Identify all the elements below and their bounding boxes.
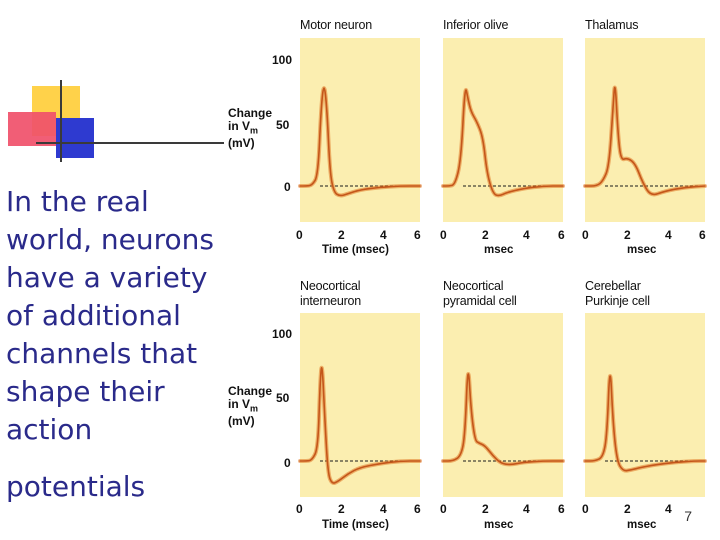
y-tick-label: 100 [272,327,293,341]
x-tick-label: 4 [665,228,672,242]
panel-title: Neocortical interneuron [300,279,362,308]
panel-background [443,313,563,497]
y-tick-label: 0 [284,180,291,194]
chart-neocortical-interneuron [298,313,422,497]
body-text: In the real world, neurons have a variet… [6,185,214,446]
x-tick-label: 2 [482,228,489,242]
x-tick-label: 2 [482,502,489,516]
panel-title: Neocortical pyramidal cell [443,279,517,308]
x-tick-label: 2 [338,228,345,242]
chart-neocortical-pyramidal-cell [441,313,565,497]
deco-horizontal-line [36,142,224,144]
deco-vertical-line [60,80,62,162]
body-text-continuation: potentials [6,470,146,503]
x-tick-label: 4 [380,502,387,516]
x-tick-label: 6 [558,228,565,242]
chart-motor-neuron [298,38,422,222]
x-tick-label: 0 [296,228,303,242]
action-potential-trace [299,367,421,484]
x-axis-label: msec [484,519,514,531]
x-tick-label: 0 [582,228,589,242]
x-axis-label: msec [627,519,657,531]
x-tick-label: 0 [440,502,447,516]
panel-title: Thalamus [585,18,639,32]
x-tick-label: 6 [699,228,706,242]
action-potential-trace [442,373,564,466]
x-axis-label: msec [627,244,657,256]
x-tick-label: 0 [296,502,303,516]
panel-background [585,313,705,497]
x-tick-label: 4 [665,502,672,516]
chart-inferior-olive [441,38,565,222]
x-tick-label: 4 [523,502,530,516]
panel-background [300,38,420,222]
x-axis-label: Time (msec) [322,244,389,256]
panel-background [585,38,705,222]
action-potential-trace [299,87,421,197]
action-potential-trace [442,89,564,197]
x-tick-label: 4 [380,228,387,242]
y-tick-label: 50 [276,391,290,405]
chart-thalamus [583,38,707,222]
x-tick-label: 6 [414,228,421,242]
y-tick-label: 0 [284,456,291,470]
x-axis-label: Time (msec) [322,519,389,531]
deco-red-square [8,112,56,146]
x-tick-label: 6 [414,502,421,516]
x-tick-label: 0 [440,228,447,242]
chart-cerebellar-purkinje-cell [583,313,707,497]
panel-title: Cerebellar Purkinje cell [585,279,650,308]
x-tick-label: 6 [558,502,565,516]
y-tick-label: 50 [276,118,290,132]
action-potential-trace [584,86,706,196]
x-tick-label: 0 [582,502,589,516]
action-potential-trace [584,375,706,472]
y-tick-label: 100 [272,53,293,67]
panel-title: Motor neuron [300,18,372,32]
x-axis-label: msec [484,244,514,256]
y-axis-label: Change in Vm (mV) [228,106,273,151]
x-tick-label: 2 [624,228,631,242]
panel-title: Inferior olive [443,18,509,32]
y-axis-label: Change in Vm (mV) [228,384,273,429]
x-tick-label: 4 [523,228,530,242]
page-number: 7 [684,508,692,524]
x-tick-label: 2 [338,502,345,516]
x-tick-label: 2 [624,502,631,516]
deco-blue-square [56,118,94,158]
